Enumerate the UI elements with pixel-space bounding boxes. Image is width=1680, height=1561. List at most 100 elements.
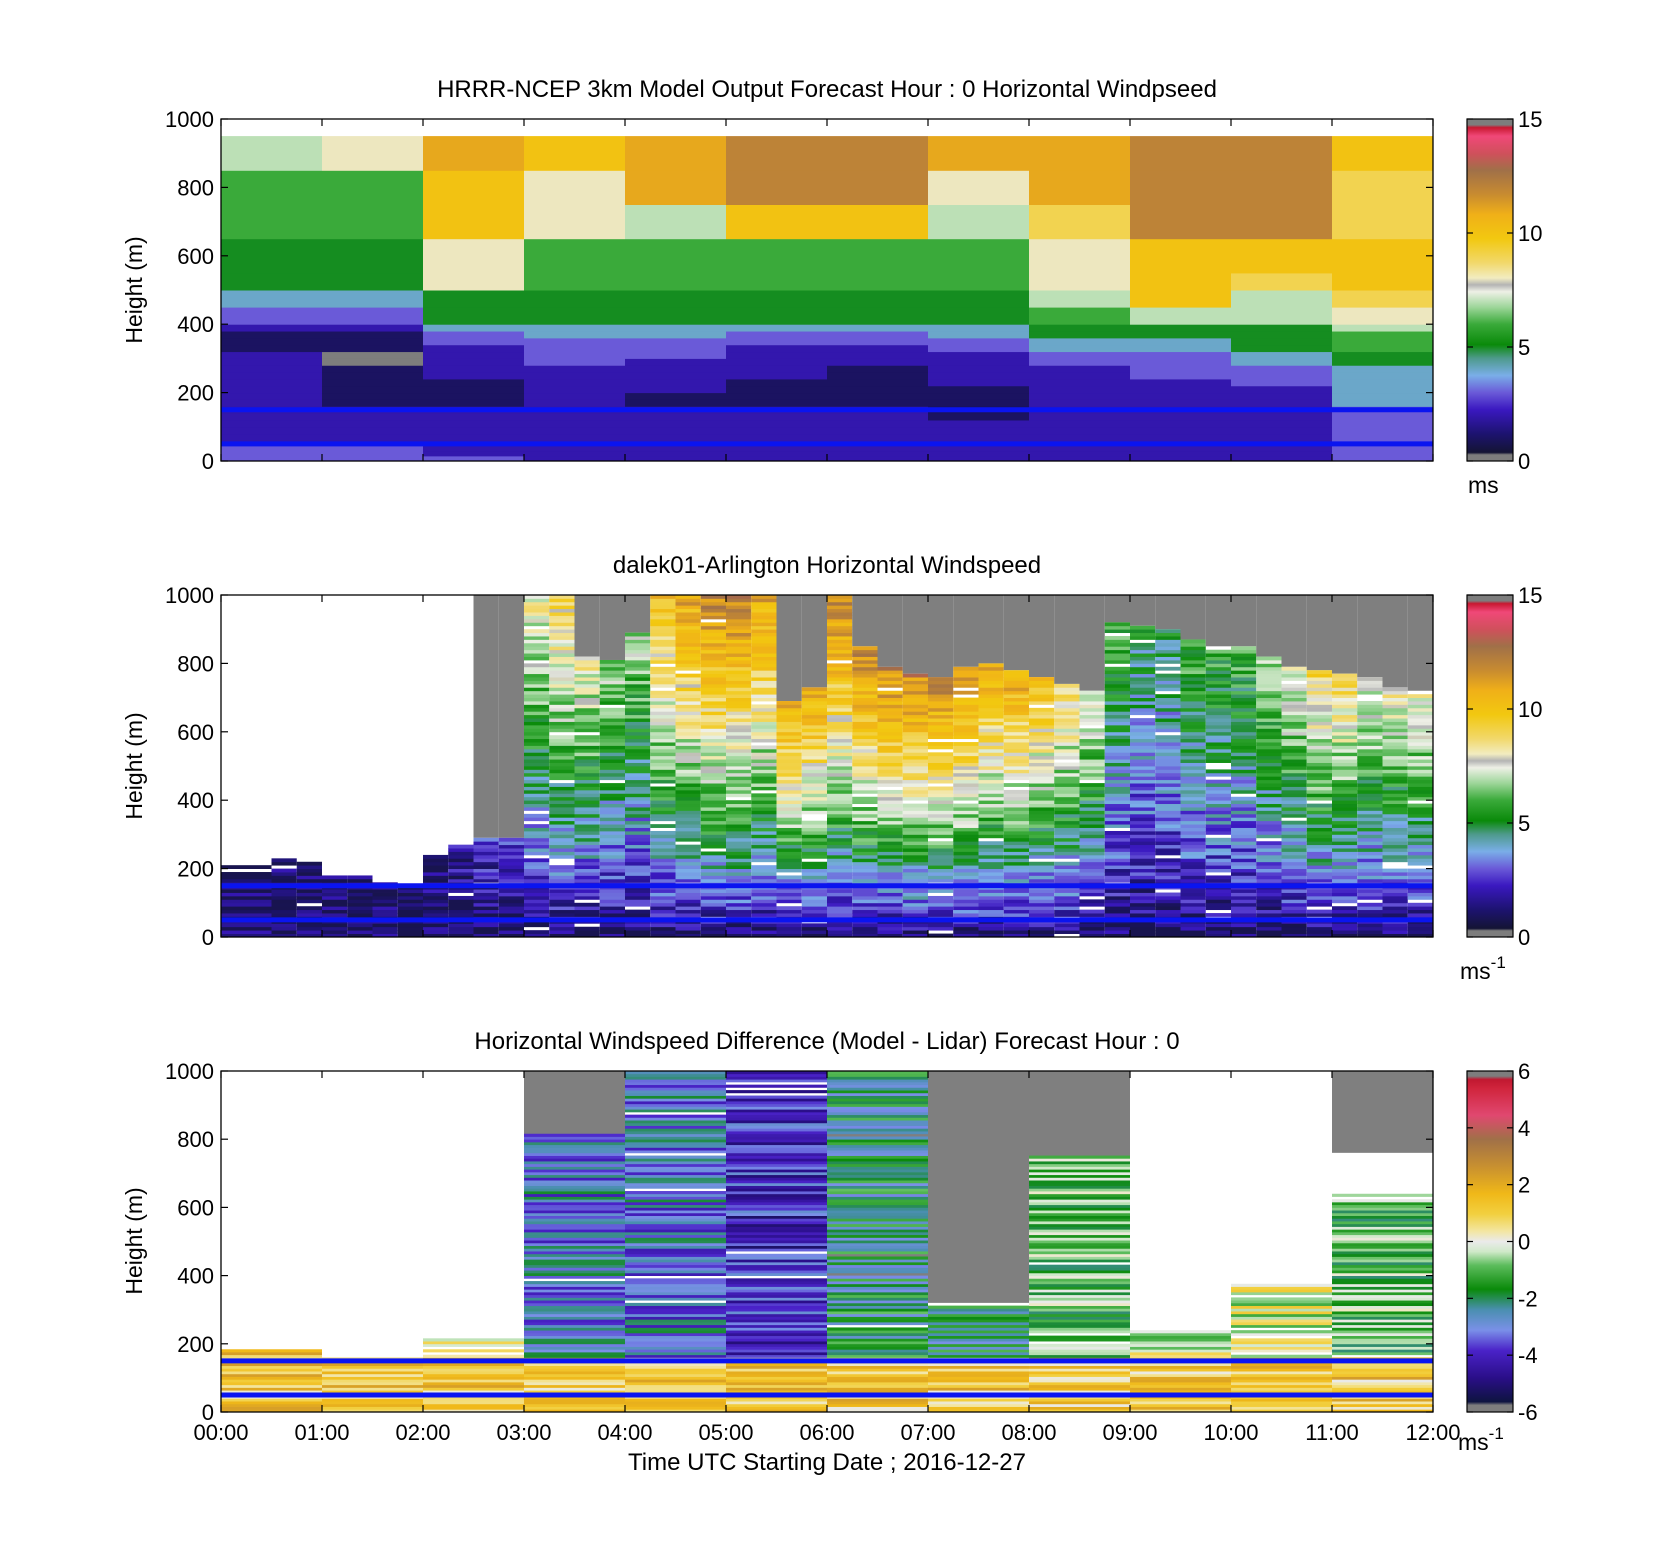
lidar-cell [1079, 872, 1105, 876]
lidar-cell [1332, 933, 1358, 937]
difference-cell [726, 1122, 827, 1126]
lidar-cell [700, 755, 726, 760]
lidar-cell [852, 731, 878, 736]
model-cell [928, 204, 1029, 240]
lidar-cell [650, 642, 676, 647]
difference-cell [827, 1117, 928, 1121]
lidar-cell [1054, 687, 1080, 692]
lidar-cell [801, 766, 827, 770]
lidar-cell [1332, 800, 1358, 805]
lidar-cell [599, 718, 625, 722]
lidar-cell [1205, 865, 1231, 869]
lidar-cell [1205, 824, 1231, 828]
difference-cell [625, 1215, 726, 1219]
lidar-cell [1256, 772, 1282, 777]
lidar-cell [852, 687, 878, 692]
lidar-cell [1256, 865, 1282, 869]
lidar-cell [1079, 810, 1105, 815]
lidar-cell [322, 923, 348, 928]
difference-cell [827, 1079, 928, 1083]
lidar-cell [322, 892, 348, 897]
lidar-cell [751, 601, 777, 606]
lidar-cell [1306, 899, 1332, 904]
lidar-cell [1155, 673, 1181, 678]
difference-cell [625, 1341, 726, 1345]
lidar-cell [1054, 783, 1080, 787]
difference-cell [1029, 1305, 1130, 1309]
lidar-cell [877, 899, 903, 904]
difference-cell [726, 1373, 827, 1377]
difference-cell [1231, 1373, 1332, 1377]
lidar-cell [574, 683, 600, 688]
lidar-cell [1231, 889, 1257, 893]
lidar-cell [953, 930, 979, 934]
lidar-cell [1306, 728, 1332, 733]
model-cell [625, 238, 726, 274]
difference-cell [1332, 1324, 1433, 1328]
lidar-cell [372, 899, 398, 904]
lidar-cell [902, 854, 928, 859]
difference-cell [1029, 1234, 1130, 1238]
panel-lidar-title: dalek01-Arlington Horizontal Windspeed [613, 552, 1041, 579]
difference-cell [1029, 1253, 1130, 1257]
lidar-cell [1155, 776, 1181, 781]
difference-cell [726, 1259, 827, 1263]
lidar-cell [625, 666, 651, 671]
lidar-cell [978, 745, 1004, 750]
lidar-cell [1180, 659, 1206, 664]
lidar-cell [827, 718, 853, 722]
lidar-cell [1332, 878, 1358, 883]
lidar-cell [776, 755, 802, 760]
difference-cell [827, 1163, 928, 1167]
difference-cell [1332, 1390, 1433, 1394]
lidar-cell [776, 824, 802, 828]
model-cell [827, 372, 928, 380]
model-cell [827, 307, 928, 325]
lidar-cell [1205, 923, 1231, 928]
lidar-cell [978, 711, 1004, 716]
lidar-cell [1407, 769, 1433, 774]
difference-cell [1332, 1275, 1433, 1279]
lidar-cell [827, 673, 853, 678]
lidar-cell [1407, 861, 1433, 866]
lidar-cell [1256, 769, 1282, 774]
lidar-cell [1357, 776, 1383, 781]
lidar-cell [675, 724, 701, 729]
lidar-cell [625, 646, 651, 651]
lidar-cell [726, 868, 752, 873]
lidar-cell [524, 817, 550, 822]
lidar-cell [1357, 677, 1383, 681]
lidar-cell [1054, 731, 1080, 736]
lidar-cell [776, 820, 802, 825]
lidar-nodata-cell [776, 595, 802, 702]
lidar-cell [1332, 673, 1358, 678]
lidar-cell [473, 906, 499, 911]
model-cell [1332, 450, 1433, 457]
colorbar-tick-label: -4 [1518, 1343, 1538, 1368]
lidar-cell [1029, 769, 1055, 774]
lidar-cell [776, 926, 802, 931]
lidar-cell [675, 762, 701, 767]
lidar-cell [1231, 779, 1257, 784]
lidar-cell [1130, 807, 1156, 811]
lidar-cell [1407, 841, 1433, 846]
difference-cell [1231, 1311, 1332, 1315]
lidar-cell [549, 639, 575, 644]
model-cell [1231, 433, 1332, 441]
lidar-cell [700, 899, 726, 904]
lidar-cell [1407, 902, 1433, 907]
lidar-cell [1407, 851, 1433, 856]
lidar-cell [953, 902, 979, 907]
lidar-cell [1205, 889, 1231, 893]
lidar-cell [852, 800, 878, 805]
lidar-cell [827, 649, 853, 654]
difference-cell [726, 1120, 827, 1124]
lidar-cell [675, 595, 701, 599]
difference-cell [625, 1174, 726, 1178]
lidar-cell [827, 933, 853, 937]
lidar-cell [902, 772, 928, 777]
difference-cell [1029, 1207, 1130, 1211]
difference-cell [625, 1212, 726, 1216]
lidar-cell [852, 772, 878, 777]
lidar-cell [599, 670, 625, 675]
